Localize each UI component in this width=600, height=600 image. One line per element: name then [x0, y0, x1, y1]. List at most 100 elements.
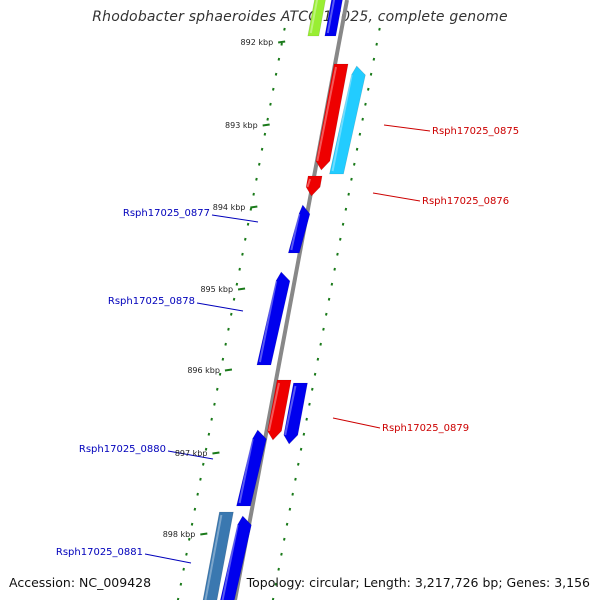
- kbp-tick-label: 898 kbp: [163, 530, 196, 539]
- gene-label[interactable]: Rsph17025_0881: [56, 547, 143, 558]
- accession-text: Accession: NC_009428: [9, 575, 152, 590]
- gene-arrow-highlight: [258, 280, 278, 363]
- kbp-tick: [200, 532, 208, 536]
- label-leader-line: [332, 417, 381, 429]
- inner-guide-dot: [190, 522, 194, 526]
- outer-guide-dot: [277, 567, 280, 571]
- inner-guide-dot: [274, 72, 278, 76]
- inner-guide-dot: [199, 477, 202, 481]
- outer-guide-dot: [313, 372, 317, 376]
- kbp-tick: [278, 40, 286, 44]
- gene-arrow-highlight: [284, 385, 297, 436]
- kbp-tick-label: 895 kbp: [200, 285, 233, 294]
- outer-guide-dot: [285, 522, 289, 526]
- outer-guide-dot: [308, 402, 311, 406]
- gene-arrow[interactable]: [305, 175, 323, 197]
- inner-guide-dot: [246, 222, 250, 226]
- gene-arrow-highlight: [326, 0, 336, 34]
- inner-guide-dot: [224, 342, 227, 346]
- kbp-tick-label: 893 kbp: [225, 121, 258, 130]
- gene-arrow-highlight: [316, 66, 337, 162]
- gene-arrow[interactable]: [201, 511, 234, 600]
- outer-guide-dot: [271, 597, 275, 600]
- gene-arrow-highlight: [267, 382, 280, 432]
- kbp-tick: [262, 123, 270, 127]
- kbp-tick-labels: 892 kbp 893 kbp 894 kbp 895 kbp 896 kbp 897 k…: [163, 38, 273, 539]
- gene-arrow[interactable]: [329, 65, 366, 175]
- outer-guide-dot: [372, 57, 376, 61]
- outer-guide-dot: [355, 147, 359, 151]
- gene-arrow[interactable]: [287, 204, 311, 254]
- inner-guide-dot: [277, 57, 281, 61]
- gene-arrow[interactable]: [283, 382, 308, 445]
- gene-arrow[interactable]: [315, 63, 349, 171]
- gene-arrow[interactable]: [307, 0, 327, 37]
- gene-label[interactable]: Rsph17025_0876: [422, 196, 509, 207]
- gene-arrow[interactable]: [256, 271, 291, 366]
- inner-guide-dot: [258, 162, 261, 166]
- inner-guide-dot: [179, 582, 183, 586]
- outer-guide-dot: [375, 42, 378, 46]
- inner-guide-dot: [283, 27, 286, 31]
- gene-label[interactable]: Rsph17025_0880: [79, 444, 166, 455]
- kbp-tick-label: 896 kbp: [187, 366, 220, 375]
- outer-guide-dot: [347, 192, 350, 196]
- gene-arrow[interactable]: [267, 379, 292, 441]
- kbp-tick-label: 897 kbp: [175, 449, 208, 458]
- gene-arrow-highlight: [290, 213, 301, 251]
- outer-guide-dot: [364, 102, 367, 106]
- gene-arrow-highlight: [238, 438, 254, 504]
- gene-arrow-highlight: [306, 178, 312, 188]
- gene-label[interactable]: Rsph17025_0875: [432, 126, 519, 137]
- gene-arrow-highlight: [221, 524, 239, 600]
- gene-labels: Rsph17025_0875 Rsph17025_0876 Rsph17025_08…: [56, 126, 519, 558]
- outer-guide-dot: [361, 117, 364, 121]
- gene-arrow-highlight: [309, 0, 319, 34]
- outer-guide-dot: [274, 582, 278, 586]
- outer-guide-dot: [319, 342, 322, 346]
- gene-label[interactable]: Rsph17025_0879: [382, 423, 469, 434]
- kbp-tick: [212, 451, 220, 455]
- inner-guide-dot: [185, 552, 188, 556]
- label-leader-line: [167, 450, 214, 460]
- outer-guide-dot: [297, 462, 300, 466]
- inner-guide-dot: [204, 447, 208, 451]
- inner-guide-dot: [213, 402, 216, 406]
- inner-guide-dot: [249, 207, 253, 211]
- outer-guide-dot: [333, 267, 336, 271]
- outer-guide-dot: [325, 312, 328, 316]
- outer-guide-dot: [330, 282, 334, 286]
- inner-guide-dot: [202, 462, 205, 466]
- inner-guide-dot: [280, 42, 283, 46]
- inner-guide-dot: [218, 372, 222, 376]
- inner-guide-dot: [252, 192, 255, 196]
- gene-arrow[interactable]: [218, 515, 252, 600]
- gene-arrow[interactable]: [236, 429, 267, 507]
- inner-guide-dot: [227, 327, 230, 331]
- inner-guide-dot: [244, 237, 247, 241]
- outer-guide-dot: [291, 492, 294, 496]
- gene-arrow-highlight: [204, 514, 223, 600]
- outer-guide-dot: [344, 207, 348, 211]
- kbp-tick-label: 894 kbp: [213, 203, 246, 212]
- map-title: Rhodobacter sphaeroides ATCC 17025, comp…: [92, 9, 508, 25]
- inner-guide-dot: [216, 387, 219, 391]
- inner-guide-dot: [176, 597, 180, 600]
- inner-guide-dot: [255, 177, 258, 181]
- inner-guide-dot: [238, 267, 241, 271]
- outer-guide-dot: [358, 132, 362, 136]
- gene-label[interactable]: Rsph17025_0878: [108, 296, 195, 307]
- inner-guide-dot: [266, 117, 269, 121]
- outer-guide-dot: [367, 87, 370, 91]
- gene-arrow[interactable]: [324, 0, 344, 37]
- outer-guide-dot: [336, 252, 339, 256]
- kbp-tick: [237, 287, 246, 291]
- inner-guide-dot: [272, 87, 275, 91]
- kbp-tick-label: 892 kbp: [241, 38, 274, 47]
- gene-label[interactable]: Rsph17025_0877: [123, 208, 210, 219]
- inner-guide-dot: [210, 417, 213, 421]
- outer-guide-dot: [322, 327, 325, 331]
- inner-guide-dot: [193, 507, 197, 511]
- inner-guide-dot: [235, 282, 239, 286]
